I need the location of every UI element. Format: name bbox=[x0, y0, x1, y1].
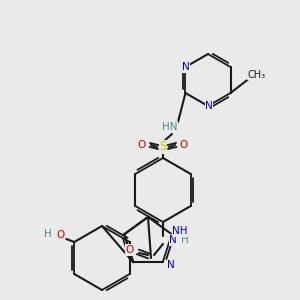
Text: O: O bbox=[138, 140, 146, 150]
Text: O: O bbox=[56, 230, 64, 240]
Text: HN: HN bbox=[162, 122, 178, 132]
Text: N: N bbox=[167, 260, 175, 270]
Text: N: N bbox=[205, 101, 213, 111]
Text: O: O bbox=[180, 140, 188, 150]
Text: H: H bbox=[181, 235, 189, 245]
Text: NH: NH bbox=[172, 226, 188, 236]
Text: N: N bbox=[169, 235, 177, 245]
Text: CH₃: CH₃ bbox=[248, 70, 266, 80]
Text: N: N bbox=[182, 62, 189, 72]
Text: O: O bbox=[126, 245, 134, 255]
Text: S: S bbox=[159, 140, 167, 154]
Text: H: H bbox=[44, 229, 52, 239]
